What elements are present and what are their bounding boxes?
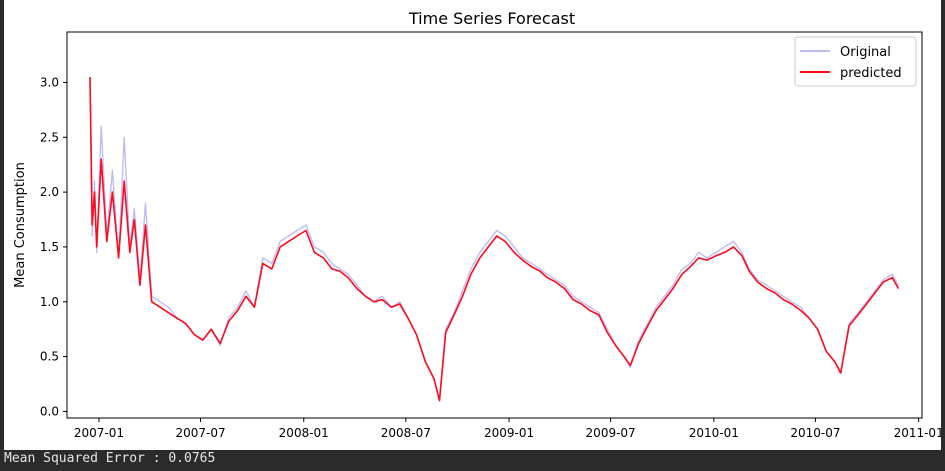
- x-tick-label: 2008-01: [279, 426, 329, 440]
- chart-title: Time Series Forecast: [408, 9, 575, 28]
- x-tick-label: 2009-01: [484, 426, 534, 440]
- y-tick-label: 1.5: [40, 240, 59, 254]
- legend: Original predicted: [794, 36, 917, 87]
- x-tick-label: 2010-07: [790, 426, 840, 440]
- x-tick-label: 2011-01: [894, 426, 941, 440]
- y-axis-label: Mean Consumption: [13, 162, 28, 288]
- y-tick-label: 0.0: [40, 404, 59, 418]
- y-tick-label: 1.0: [40, 295, 59, 309]
- plot-frame: [66, 31, 923, 419]
- x-tick-label: 2010-01: [689, 426, 739, 440]
- y-axis: 0.0 0.5 1.0 1.5 2.0 2.5 3.0: [40, 75, 67, 418]
- plot-card: 2007-01 2007-07 2008-01 2008-07 2009-01 2009-…: [4, 0, 941, 450]
- chart: 2007-01 2007-07 2008-01 2008-07 2009-01 2009-…: [13, 9, 941, 440]
- legend-box: [794, 36, 917, 87]
- x-axis: 2007-01 2007-07 2008-01 2008-07 2009-01 2009-…: [74, 418, 941, 440]
- plot-area: [67, 32, 922, 418]
- x-tick-label: 2009-07: [586, 426, 636, 440]
- y-tick-label: 2.5: [40, 130, 59, 144]
- x-tick-label: 2008-07: [381, 426, 431, 440]
- series-line-predicted: [89, 76, 900, 402]
- legend-label-predicted: predicted: [840, 66, 902, 81]
- console-output-text: Mean Squared Error : 0.0765: [4, 451, 216, 466]
- x-tick-label: 2007-01: [74, 426, 124, 440]
- y-tick-label: 2.0: [40, 185, 59, 199]
- x-tick-label: 2007-07: [175, 426, 225, 440]
- series-layer: [89, 76, 900, 402]
- y-tick-label: 3.0: [40, 75, 59, 89]
- legend-label-original: Original: [840, 45, 891, 60]
- y-tick-label: 0.5: [40, 350, 59, 364]
